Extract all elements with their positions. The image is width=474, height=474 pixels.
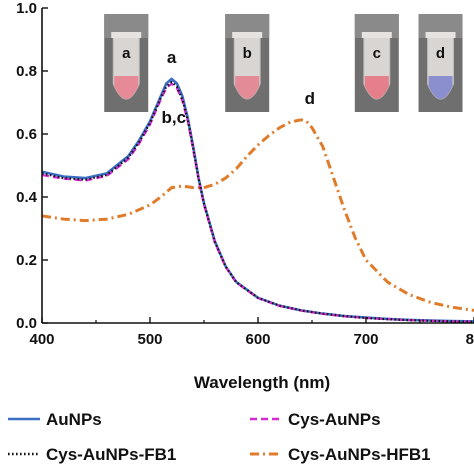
legend-item: AuNPs [8,410,102,429]
y-tick-label: 0.4 [16,189,38,206]
legend-item: Cys-AuNPs [250,410,381,429]
vial-inset-a: a [104,14,149,112]
vial-inset-b: b [225,14,270,112]
series-line-aunps [42,77,474,323]
legend-label: Cys-AuNPs-HFB1 [288,445,431,464]
tube-liquid [428,76,453,99]
tube-liquid [364,76,389,99]
tube-rim [111,32,142,38]
vial-inset-d: d [418,14,463,112]
tube-rim [425,32,456,38]
peak-annotations: a b,c d [161,48,315,127]
x-tick-label: 700 [353,331,378,348]
inset-label: b [243,45,252,62]
x-tick-label: 8 [466,331,474,348]
axes: 0.0 0.2 0.4 0.6 0.8 1.0 400 500 600 700 8 [16,0,474,348]
legend-label: AuNPs [46,410,102,429]
inset-label: c [373,45,381,62]
legend: AuNPs Cys-AuNPs Cys-AuNPs-FB1 Cys-AuNPs-HFB… [8,410,431,464]
series-line-cys-aunps [42,82,474,323]
legend-item: Cys-AuNPs-FB1 [8,445,176,464]
x-axis-title: Wavelength (nm) [194,373,330,392]
x-tick-label: 400 [29,331,54,348]
series-line-cys-aunps-hfb1 [42,118,474,312]
vial-inset-c: c [354,14,399,112]
x-tick-label: 600 [245,331,270,348]
y-tick-label: 0.8 [16,63,37,80]
peak-label: d [305,89,315,108]
y-tick-label: 0.0 [16,315,37,332]
peak-label: b,c [161,108,186,127]
series-line-cys-aunps-fb1 [42,80,474,323]
vial-insets: a b c d [104,14,463,112]
inset-label: a [122,45,131,62]
y-tick-label: 1.0 [16,0,37,17]
peak-label: a [167,48,177,67]
tube-liquid [235,76,260,99]
y-tick-label: 0.2 [16,252,37,269]
x-tick-label: 500 [137,331,162,348]
legend-label: Cys-AuNPs-FB1 [46,445,176,464]
tube-liquid [114,76,139,99]
tube-rim [361,32,392,38]
tube-rim [232,32,263,38]
legend-item: Cys-AuNPs-HFB1 [250,445,431,464]
inset-label: d [436,45,445,62]
y-tick-label: 0.6 [16,126,37,143]
legend-label: Cys-AuNPs [288,410,381,429]
plot-area [42,77,474,323]
